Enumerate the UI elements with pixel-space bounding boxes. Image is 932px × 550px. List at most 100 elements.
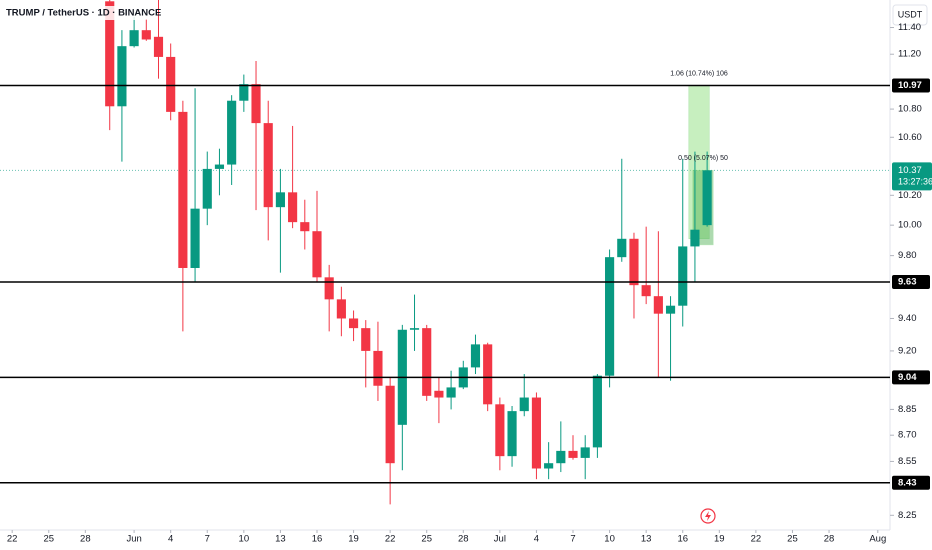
candle-body xyxy=(446,387,456,398)
candle-body xyxy=(263,123,273,208)
x-tick-label: 28 xyxy=(80,534,91,545)
candle-body xyxy=(117,46,127,107)
candle-body xyxy=(507,411,517,457)
x-tick-label: 28 xyxy=(458,534,469,545)
last-price-label: 10.37 xyxy=(898,165,922,176)
x-tick-label: 19 xyxy=(348,534,359,545)
y-tick-label: 9.20 xyxy=(898,345,917,356)
candle-body xyxy=(385,385,395,464)
level-label-box xyxy=(892,275,930,290)
candle-body xyxy=(105,1,115,107)
candle-body xyxy=(288,192,298,223)
x-tick-label: 10 xyxy=(239,534,250,545)
level-label: 9.04 xyxy=(898,372,917,383)
x-tick-label: Aug xyxy=(869,534,886,545)
x-tick-label: 13 xyxy=(275,534,286,545)
x-tick-label: 25 xyxy=(43,534,54,545)
level-label-box xyxy=(892,78,930,93)
x-tick-label: 19 xyxy=(714,534,725,545)
y-tick-label: 10.20 xyxy=(898,190,922,201)
candle-body xyxy=(275,192,285,208)
measure-label: 1.06 (10.74%) 106 xyxy=(670,70,728,77)
level-label-box xyxy=(892,475,930,490)
x-tick-label: 7 xyxy=(205,534,210,545)
candle-body xyxy=(373,350,383,386)
x-tick-label: 22 xyxy=(751,534,762,545)
y-tick-label: 8.70 xyxy=(898,430,917,441)
candle-body xyxy=(141,30,151,40)
last-price-box xyxy=(892,162,932,191)
candle-body xyxy=(702,170,712,226)
candle-body xyxy=(190,208,200,268)
candle-body xyxy=(641,285,651,297)
candle-body xyxy=(592,375,602,448)
candle-body xyxy=(300,222,310,232)
x-tick-label: 16 xyxy=(312,534,323,545)
y-tick-label: 11.40 xyxy=(898,22,921,33)
candle-body xyxy=(665,305,676,314)
x-tick-label: 25 xyxy=(787,534,798,545)
candle-body xyxy=(227,100,237,165)
candle-body xyxy=(519,397,529,412)
x-tick-label: 10 xyxy=(604,534,615,545)
candle-body xyxy=(129,30,139,47)
candle-body xyxy=(312,231,322,278)
countdown: 13:27:36 xyxy=(898,177,932,187)
level-label-box xyxy=(892,370,930,385)
candle-body xyxy=(544,463,554,469)
y-tick-label: 10.80 xyxy=(898,104,922,115)
level-label: 10.97 xyxy=(898,80,922,91)
candle-body xyxy=(678,246,688,306)
x-tick-label: 22 xyxy=(385,534,396,545)
y-tick-label: 10.60 xyxy=(898,132,922,143)
candle-body xyxy=(239,84,249,101)
x-tick-label: 28 xyxy=(824,534,835,545)
candle-body xyxy=(531,397,542,469)
y-tick-label: 9.40 xyxy=(898,313,917,324)
candle-body xyxy=(178,111,188,268)
candle-body xyxy=(556,450,566,464)
x-tick-label: 22 xyxy=(7,534,18,545)
candle-body xyxy=(568,450,578,458)
candle-body xyxy=(409,328,420,330)
candle-body xyxy=(422,328,432,396)
candle-body xyxy=(495,404,505,457)
level-label: 8.43 xyxy=(898,477,917,488)
x-tick-label: 4 xyxy=(168,534,173,545)
x-tick-label: Jun xyxy=(126,534,141,545)
candle-body xyxy=(336,299,346,319)
x-tick-label: 7 xyxy=(570,534,575,545)
y-tick-label: 9.80 xyxy=(898,250,917,261)
y-tick-label: 8.55 xyxy=(898,456,917,467)
x-tick-label: 25 xyxy=(421,534,432,545)
candle-body xyxy=(361,328,371,351)
level-label: 9.63 xyxy=(898,277,917,288)
candle-body xyxy=(166,56,176,112)
candle-body xyxy=(690,229,700,247)
x-tick-label: Jul xyxy=(494,534,506,545)
y-tick-label: 8.85 xyxy=(898,404,917,415)
candle-body xyxy=(324,277,334,300)
x-tick-label: 4 xyxy=(534,534,539,545)
candle-body xyxy=(629,238,639,286)
currency-box[interactable] xyxy=(892,4,928,26)
candle-body xyxy=(580,447,590,458)
y-tick-label: 11.20 xyxy=(898,49,921,60)
y-tick-label: 8.25 xyxy=(898,510,917,521)
plot-area xyxy=(0,0,890,505)
candle-body xyxy=(617,238,627,258)
candle-body xyxy=(251,84,261,124)
candle-body xyxy=(470,344,481,368)
x-tick-label: 13 xyxy=(641,534,652,545)
logo xyxy=(700,508,716,524)
candle-body xyxy=(348,318,359,329)
candle-body xyxy=(202,168,212,209)
candle-body xyxy=(153,36,164,57)
title-backdrop xyxy=(4,6,136,20)
candle-body xyxy=(434,390,444,398)
x-tick-label: 16 xyxy=(677,534,688,545)
y-tick-label: 10.00 xyxy=(898,220,922,231)
currency: USDT xyxy=(898,9,923,19)
